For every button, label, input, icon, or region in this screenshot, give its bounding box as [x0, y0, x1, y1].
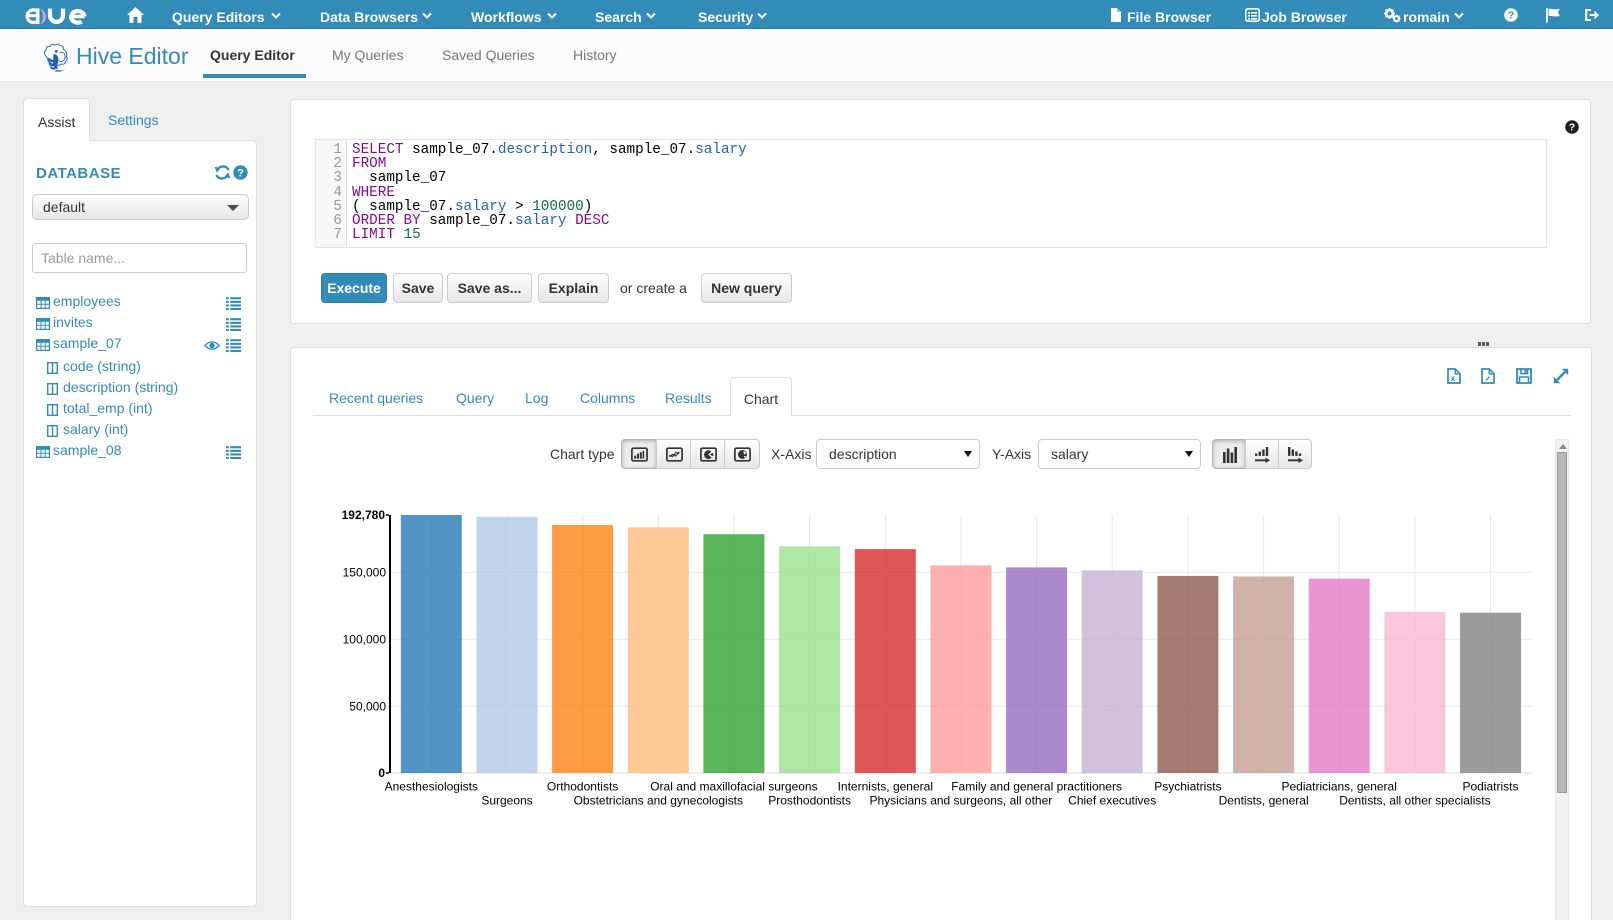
svg-text:150,000: 150,000	[343, 566, 387, 580]
svg-text:Obstetricians and gynecologist: Obstetricians and gynecologists	[574, 794, 743, 808]
svg-text:100,000: 100,000	[343, 632, 387, 646]
svg-text:Chief executives: Chief executives	[1068, 794, 1156, 808]
svg-text:Surgeons: Surgeons	[481, 794, 532, 808]
svg-text:x: x	[1451, 373, 1456, 383]
svg-text:Oral and maxillofacial surgeon: Oral and maxillofacial surgeons	[650, 780, 817, 794]
svg-text:Dentists, all other specialist: Dentists, all other specialists	[1339, 794, 1490, 808]
svg-text:Pediatricians, general: Pediatricians, general	[1281, 780, 1396, 794]
svg-text:Anesthesiologists: Anesthesiologists	[385, 780, 478, 794]
svg-text:?: ?	[1508, 10, 1514, 22]
svg-text:192,780: 192,780	[342, 508, 386, 522]
svg-text:Prosthodontists: Prosthodontists	[768, 794, 851, 808]
svg-text:Psychiatrists: Psychiatrists	[1154, 780, 1221, 794]
svg-text:Family and general practitione: Family and general practitioners	[951, 780, 1122, 794]
svg-text:50,000: 50,000	[349, 699, 386, 713]
svg-text:Dentists, general: Dentists, general	[1219, 794, 1309, 808]
svg-text:0: 0	[378, 766, 385, 780]
svg-text:Orthodontists: Orthodontists	[547, 780, 618, 794]
svg-text:Physicians and surgeons, all o: Physicians and surgeons, all other	[870, 794, 1053, 808]
svg-text:Internists, general: Internists, general	[838, 780, 933, 794]
svg-text:?: ?	[1569, 122, 1575, 134]
svg-text:Podiatrists: Podiatrists	[1462, 780, 1518, 794]
svg-text:?: ?	[237, 167, 244, 179]
